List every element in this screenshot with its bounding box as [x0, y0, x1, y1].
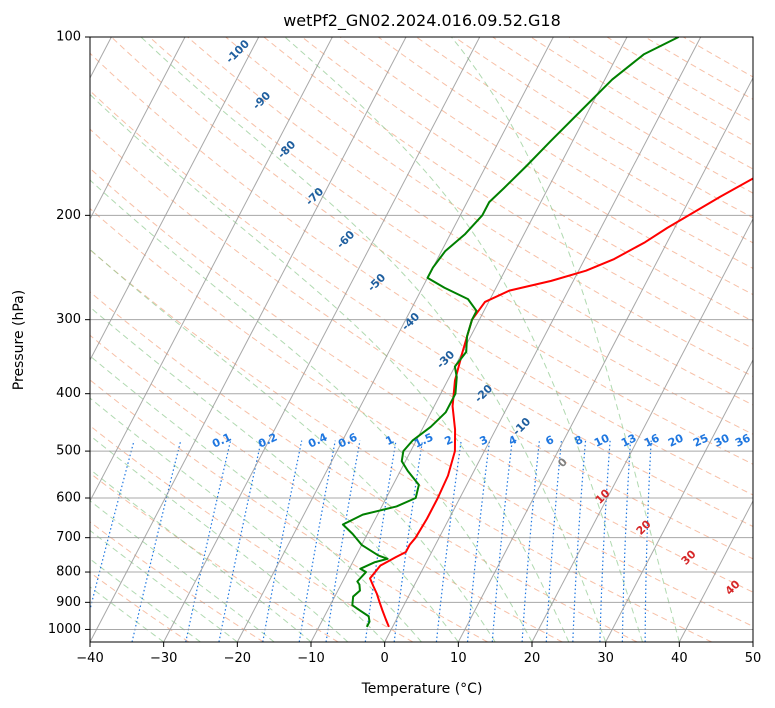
x-tick-label: 10 [450, 651, 467, 666]
moist-adiabat [90, 179, 533, 642]
isotherm-line [90, 37, 333, 503]
dry-adiabat [90, 52, 753, 496]
mixing-ratio-line [466, 440, 491, 642]
x-tick-label: 0 [381, 651, 389, 666]
mixing-ratio-line [298, 440, 336, 642]
mixing-ratio-line [491, 440, 513, 642]
isotherm-line [90, 37, 260, 362]
x-axis-label: Temperature (°C) [361, 681, 483, 697]
dry-adiabat [149, 37, 753, 435]
mixing-ratio-label: 25 [691, 431, 710, 449]
mixing-ratio-label: 13 [619, 431, 638, 449]
dewpoint-profile [341, 37, 680, 628]
x-tick-label: 50 [745, 651, 762, 666]
dry-adiabat [225, 37, 753, 378]
mixing-ratio-line [262, 440, 303, 642]
mixing-ratio-label: 30 [712, 431, 732, 449]
dry-adiabat [90, 291, 638, 642]
y-tick-label: 900 [56, 595, 81, 610]
dry-adiabat [90, 167, 753, 593]
isotherm-line [90, 37, 186, 221]
moist-adiabat [140, 37, 607, 642]
dry-adiabat [187, 37, 753, 406]
mixing-ratio-line [90, 440, 135, 612]
moist-adiabat [451, 37, 680, 642]
isotherm-line [384, 37, 702, 642]
moist-adiabat [90, 434, 349, 642]
mixing-ratio-line [185, 440, 232, 642]
dry-adiabat [90, 571, 190, 642]
dry-adiabat [90, 249, 712, 642]
y-tick-label: 100 [56, 30, 81, 45]
isotherm-line [531, 217, 753, 642]
chart-title: wetPf2_GN02.2024.016.09.52.G18 [283, 11, 561, 31]
dry-adiabat [90, 379, 488, 642]
x-axis: −40 −30 −20 −10 0 10 20 30 40 50 [76, 642, 761, 666]
x-tick-label: 30 [597, 651, 614, 666]
sounding-profiles [341, 37, 753, 628]
isotherm-line [678, 499, 753, 642]
moist-adiabat [90, 306, 459, 642]
plot-frame [89, 36, 754, 643]
dry-adiabat [339, 37, 753, 296]
isotherm-line [163, 37, 481, 642]
moist-adiabat [90, 93, 570, 642]
dry-adiabat [90, 128, 753, 560]
moist-adiabat [90, 397, 386, 642]
x-tick-label: 40 [671, 651, 688, 666]
y-tick-label: 300 [56, 312, 81, 327]
mixing-ratio-line [545, 440, 563, 642]
y-tick-label: 1000 [48, 622, 81, 637]
y-tick-label: 800 [56, 565, 81, 580]
moist-adiabat [90, 586, 164, 642]
x-tick-label: 20 [524, 651, 541, 666]
isotherm-line [90, 37, 407, 642]
dry-adiabat [301, 37, 753, 322]
x-tick-label: −40 [76, 651, 103, 666]
x-tick-label: −20 [224, 651, 251, 666]
isotherm-line [236, 37, 554, 642]
mixing-ratio-line [644, 440, 652, 642]
x-tick-label: −30 [150, 651, 177, 666]
y-tick-label: 400 [56, 386, 81, 401]
moist-adiabat [90, 248, 496, 642]
moist-adiabat [284, 37, 643, 642]
moist-adiabat [90, 468, 312, 642]
dry-adiabat [90, 90, 753, 528]
mixing-ratio-line [218, 440, 262, 642]
isotherm-line [310, 37, 628, 642]
moist-adiabat [90, 558, 201, 642]
mixing-ratio-line [435, 440, 462, 642]
mixing-ratio-label: 36 [733, 431, 753, 449]
mixing-ratio-label: 10 [592, 431, 612, 449]
y-tick-label: 700 [56, 530, 81, 545]
y-tick-label: 200 [56, 208, 81, 223]
mixing-ratio-line [131, 440, 182, 642]
mixing-ratio-line [599, 440, 611, 642]
mixing-ratio-label: 16 [642, 431, 662, 449]
mixing-ratio-line [621, 440, 632, 642]
isotherm-line [457, 76, 753, 642]
y-tick-label: 500 [56, 444, 81, 459]
mixing-ratio-line [572, 440, 587, 642]
y-tick-label: 600 [56, 491, 81, 506]
background-lines [90, 37, 753, 642]
mixing-ratio-line [325, 440, 361, 642]
y-axis: 100 200 300 400 500 600 700 800 900 1000 [48, 30, 90, 637]
mixing-ratio-line [521, 440, 541, 642]
isotherm-line [605, 358, 753, 642]
y-axis-label: Pressure (hPa) [11, 290, 27, 390]
temperature-profile [369, 177, 753, 628]
mixing-ratio-label: 20 [666, 431, 686, 449]
x-tick-label: −10 [297, 651, 324, 666]
